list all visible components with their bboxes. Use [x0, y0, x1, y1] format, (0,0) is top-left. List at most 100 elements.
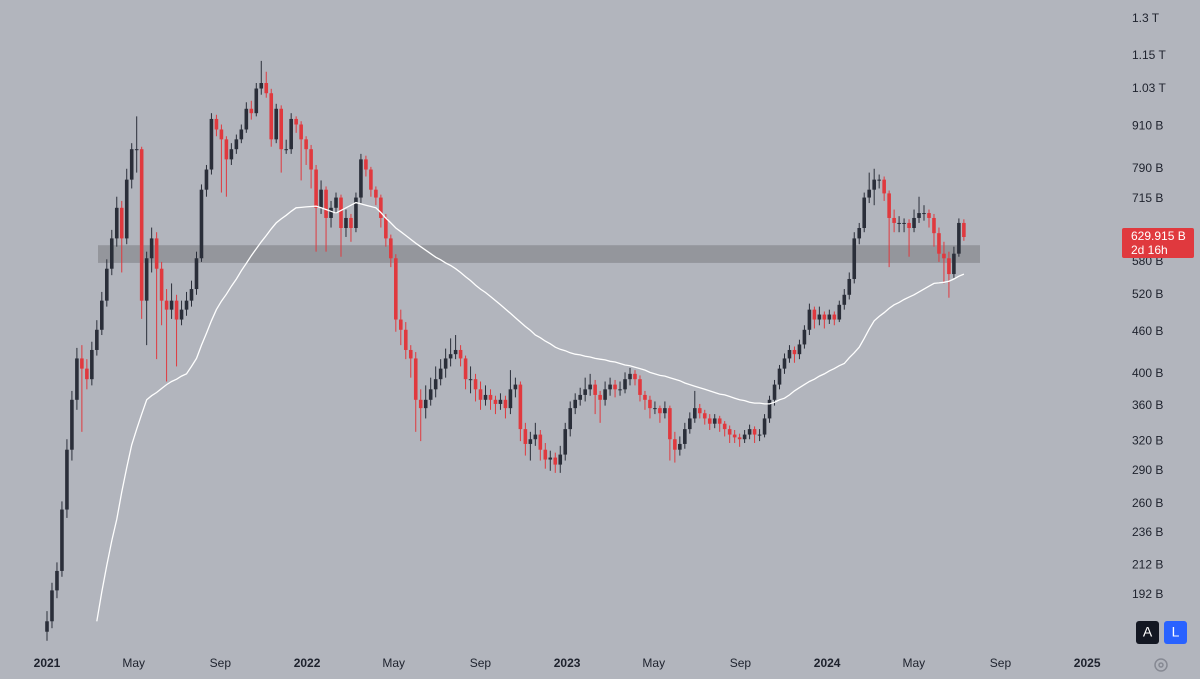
countdown: 2d 16h: [1131, 243, 1168, 257]
candle-body: [374, 189, 378, 198]
candle-body: [129, 149, 134, 180]
candle-body: [264, 83, 269, 94]
candle-body: [473, 379, 478, 390]
y-tick-label: 715 B: [1132, 191, 1163, 205]
candle-body: [762, 418, 767, 435]
candle-body: [573, 399, 577, 409]
candle-body: [139, 149, 144, 301]
y-tick-label: 1.15 T: [1132, 48, 1166, 62]
y-tick-label: 236 B: [1132, 525, 1163, 539]
candle-body: [65, 449, 69, 510]
candle-body: [95, 329, 99, 350]
candle-body: [100, 300, 104, 330]
candle-body: [418, 399, 423, 409]
candle-body: [757, 434, 762, 436]
candle-body: [493, 399, 498, 404]
y-tick-label: 320 B: [1132, 433, 1163, 447]
candle-body: [219, 129, 224, 140]
candle-body: [797, 344, 802, 355]
candle-body: [633, 373, 637, 380]
candle-body: [563, 429, 568, 455]
candle-body: [334, 197, 338, 208]
candle-body: [897, 222, 901, 224]
y-tick-label: 790 B: [1132, 161, 1163, 175]
candle-body: [692, 408, 697, 419]
candle-body: [927, 213, 931, 218]
candle-body: [872, 179, 876, 190]
candle-body: [149, 238, 154, 259]
candle-body: [408, 349, 413, 359]
candle-body: [344, 217, 348, 229]
candle-body: [319, 189, 323, 208]
candle-body: [712, 418, 717, 424]
candle-body: [922, 213, 926, 215]
candle-body: [653, 408, 657, 410]
button-label: L: [1172, 624, 1180, 640]
candle-body: [279, 108, 284, 150]
y-tick-label: 910 B: [1132, 118, 1163, 132]
candle-body: [802, 329, 807, 345]
candle-body: [384, 217, 388, 239]
candle-body: [812, 309, 817, 320]
candle-body: [523, 429, 528, 444]
candle-body: [588, 384, 592, 390]
candle-body: [822, 314, 827, 320]
candle-body: [628, 373, 632, 380]
candle-body: [717, 418, 722, 424]
last-price-label: 629.915 B: [1131, 229, 1186, 243]
candle-body: [543, 449, 548, 460]
scale-button[interactable]: L: [1164, 621, 1187, 644]
candle-body: [458, 349, 463, 359]
candle-body: [932, 217, 936, 234]
candle-body: [508, 389, 513, 409]
price-zone: [98, 245, 980, 263]
candle-body: [259, 83, 264, 89]
candle-body: [827, 314, 832, 320]
y-tick-label: 520 B: [1132, 287, 1163, 301]
candle-body: [364, 159, 368, 170]
candle-body: [423, 399, 428, 409]
candle-body: [807, 309, 812, 330]
candle-body: [767, 399, 772, 419]
candle-body: [244, 108, 249, 130]
settings-icon[interactable]: [1154, 658, 1168, 672]
candle-body: [269, 93, 274, 140]
candle-body: [663, 408, 667, 414]
candle-body: [907, 222, 911, 229]
candle-body: [164, 300, 169, 310]
candle-body: [104, 268, 109, 301]
gear-inner: [1158, 662, 1164, 668]
y-tick-label: 1.03 T: [1132, 81, 1166, 95]
candle-body: [379, 197, 383, 218]
x-tick-label: Sep: [730, 656, 752, 670]
candle-body: [85, 368, 89, 380]
candle-body: [598, 394, 602, 400]
candle-body: [603, 389, 607, 400]
candle-body: [443, 358, 448, 369]
candle-body: [533, 434, 538, 440]
x-tick-label: Sep: [210, 656, 232, 670]
candle-body: [842, 294, 847, 305]
candle-body: [194, 258, 199, 290]
button-bg: [1164, 621, 1187, 644]
candle-body: [249, 108, 254, 114]
scale-button[interactable]: A: [1136, 621, 1159, 644]
candle-body: [837, 304, 842, 320]
candle-body: [483, 394, 488, 400]
candle-body: [498, 399, 503, 404]
y-tick-label: 192 B: [1132, 587, 1163, 601]
y-tick-label: 460 B: [1132, 324, 1163, 338]
candle-body: [648, 399, 652, 409]
candle-body: [912, 217, 916, 229]
candle-body: [159, 268, 164, 301]
button-label: A: [1143, 624, 1153, 640]
candle-body: [638, 379, 642, 395]
candle-body: [668, 408, 672, 440]
candle-body: [538, 434, 543, 450]
candle-body: [942, 253, 946, 259]
candle-body: [60, 509, 64, 571]
candle-body: [578, 394, 582, 400]
candle-body: [613, 384, 617, 390]
